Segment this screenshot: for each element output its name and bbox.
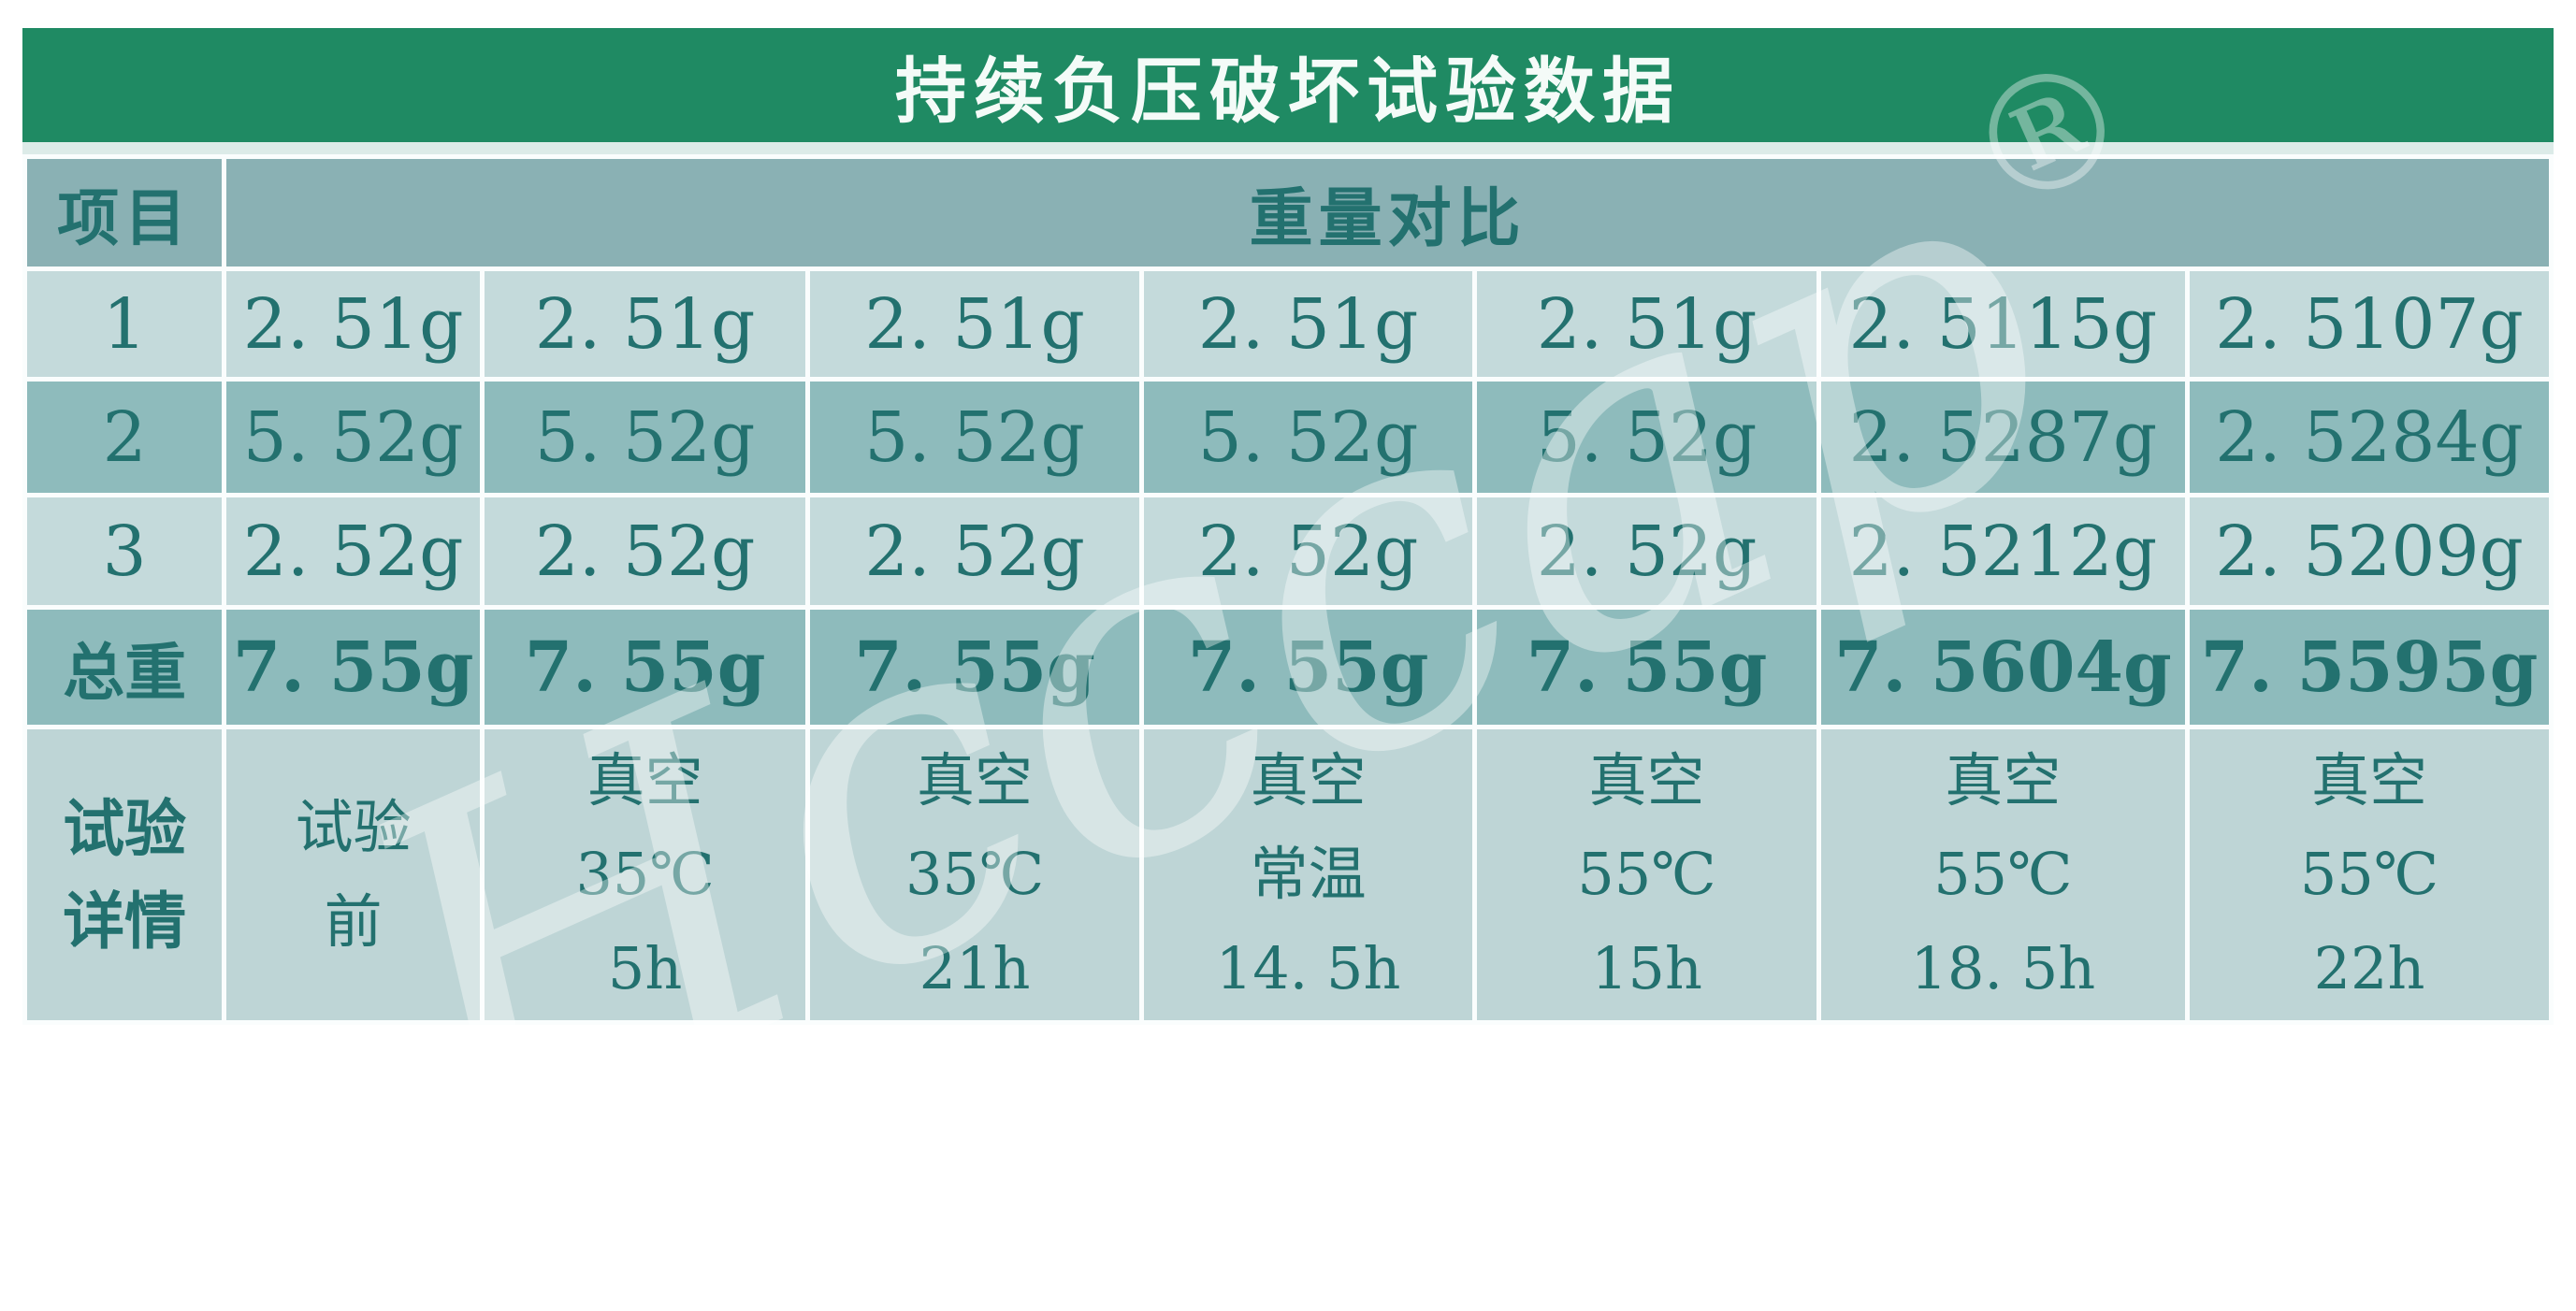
weight-cell: 2. 5209g xyxy=(2185,493,2554,610)
detail-cell: 真空 35℃ 21h xyxy=(805,725,1144,1025)
detail-cell: 真空 35℃ 5h xyxy=(479,725,811,1025)
weight-cell: 5. 52g xyxy=(1472,377,1821,497)
weight-cell: 7. 55g xyxy=(1138,605,1478,729)
weight-comparison-table: 项目 重量对比 1 2. 51g 2. 51g 2. 51g 2. 51g 2.… xyxy=(22,154,2554,1025)
weight-cell: 2. 51g xyxy=(1138,267,1478,382)
weight-cell: 2. 5287g xyxy=(1816,377,2191,497)
weight-cell: 2. 52g xyxy=(805,493,1144,610)
header-group-label: 重量对比 xyxy=(222,154,2554,271)
row-label: 3 xyxy=(22,493,227,610)
weight-cell: 2. 5212g xyxy=(1816,493,2191,610)
weight-cell: 5. 52g xyxy=(222,377,485,497)
header-row: 项目 重量对比 xyxy=(22,154,2554,271)
weight-cell: 2. 51g xyxy=(805,267,1144,382)
detail-cell: 真空 55℃ 22h xyxy=(2185,725,2554,1025)
detail-cell: 真空 常温 14. 5h xyxy=(1138,725,1478,1025)
weight-cell: 5. 52g xyxy=(1138,377,1478,497)
detail-cell: 真空 55℃ 18. 5h xyxy=(1816,725,2191,1025)
detail-cell: 试验 前 xyxy=(222,725,485,1025)
details-row: 试验 详情 试验 前 真空 35℃ 5h 真空 35℃ 21h 真空 常温 14… xyxy=(22,725,2554,1025)
table-title: 持续负压破坏试验数据 xyxy=(895,50,1681,133)
weight-cell: 2. 51g xyxy=(222,267,485,382)
weight-cell: 2. 52g xyxy=(1138,493,1478,610)
data-row-2: 2 5. 52g 5. 52g 5. 52g 5. 52g 5. 52g 2. … xyxy=(22,377,2554,497)
weight-cell: 2. 51g xyxy=(479,267,811,382)
test-data-table: 持续负压破坏试验数据 项目 重量对比 1 2. 51g 2. 51g 2. 51… xyxy=(22,28,2554,1025)
weight-cell: 2. 52g xyxy=(222,493,485,610)
total-row: 总重 7. 55g 7. 55g 7. 55g 7. 55g 7. 55g 7.… xyxy=(22,605,2554,729)
row-label: 1 xyxy=(22,267,227,382)
weight-cell: 7. 55g xyxy=(805,605,1144,729)
weight-cell: 7. 55g xyxy=(1472,605,1821,729)
data-row-3: 3 2. 52g 2. 52g 2. 52g 2. 52g 2. 52g 2. … xyxy=(22,493,2554,610)
weight-cell: 2. 52g xyxy=(1472,493,1821,610)
weight-cell: 2. 51g xyxy=(1472,267,1821,382)
weight-cell: 7. 5604g xyxy=(1816,605,2191,729)
row-label: 2 xyxy=(22,377,227,497)
weight-cell: 7. 55g xyxy=(479,605,811,729)
weight-cell: 7. 5595g xyxy=(2185,605,2554,729)
page: { "chart_data": { "type": "table", "titl… xyxy=(22,28,2554,1025)
table-title-bar: 持续负压破坏试验数据 xyxy=(22,28,2554,142)
details-label: 试验 详情 xyxy=(22,725,227,1025)
data-row-1: 1 2. 51g 2. 51g 2. 51g 2. 51g 2. 51g 2. … xyxy=(22,267,2554,382)
weight-cell: 2. 5284g xyxy=(2185,377,2554,497)
weight-cell: 5. 52g xyxy=(479,377,811,497)
weight-cell: 5. 52g xyxy=(805,377,1144,497)
weight-cell: 2. 5115g xyxy=(1816,267,2191,382)
weight-cell: 7. 55g xyxy=(222,605,485,729)
title-divider xyxy=(22,142,2554,154)
detail-cell: 真空 55℃ 15h xyxy=(1472,725,1821,1025)
header-item-label: 项目 xyxy=(22,154,227,271)
weight-cell: 2. 52g xyxy=(479,493,811,610)
weight-cell: 2. 5107g xyxy=(2185,267,2554,382)
total-label: 总重 xyxy=(22,605,227,729)
